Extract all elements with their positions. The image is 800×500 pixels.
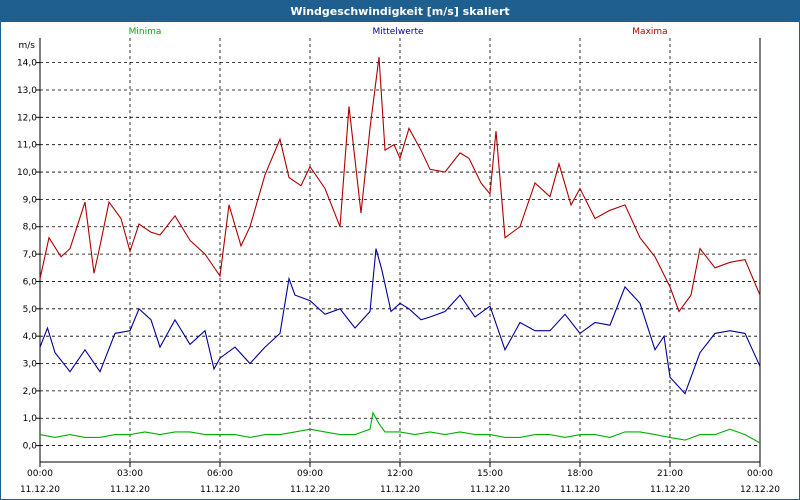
y-tick-label: 4,0 [23, 332, 38, 342]
x-tick-date-label: 11.12.20 [20, 485, 60, 495]
x-tick-time-label: 15:00 [477, 469, 503, 479]
x-tick-time-label: 03:00 [117, 469, 143, 479]
series-line-mittelwerte [39, 248, 761, 395]
y-tick-label: 5,0 [23, 305, 38, 315]
x-tick-time-label: 12:00 [387, 469, 413, 479]
y-tick-label: 8,0 [23, 223, 38, 233]
x-tick-time-label: 00:00 [747, 469, 773, 479]
y-tick-label: 13,0 [17, 86, 37, 96]
x-tick-date-label: 11.12.20 [200, 485, 240, 495]
y-tick-label: 6,0 [23, 277, 38, 287]
legend-entry-minima: Minima [129, 27, 162, 37]
y-tick-label: 9,0 [23, 195, 38, 205]
y-tick-label: 10,0 [17, 168, 37, 178]
legend-entry-maxima: Maxima [632, 27, 667, 37]
y-tick-label: 11,0 [17, 141, 37, 151]
y-axis-label: m/s [19, 41, 36, 51]
y-tick-label: 12,0 [17, 113, 37, 123]
series-lines [39, 57, 761, 444]
y-tick-label: 0,0 [23, 442, 38, 452]
y-tick-label: 3,0 [23, 360, 38, 370]
legend: Minima Mittelwerte Maxima [129, 27, 668, 37]
grid-lines [40, 38, 760, 462]
axes [36, 38, 761, 467]
x-tick-date-label: 11.12.20 [290, 485, 330, 495]
legend-entry-mittelwerte: Mittelwerte [372, 27, 423, 37]
series-line-minima [39, 411, 761, 444]
y-tick-label: 7,0 [23, 250, 38, 260]
x-tick-time-label: 09:00 [297, 469, 323, 479]
y-tick-label: 2,0 [23, 387, 38, 397]
series-line-maxima [39, 57, 761, 313]
x-tick-date-label: 11.12.20 [110, 485, 150, 495]
x-tick-date-label: 11.12.20 [650, 485, 690, 495]
x-tick-date-label: 11.12.20 [380, 485, 420, 495]
y-tick-label: 14,0 [17, 59, 37, 69]
x-tick-date-label: 12.12.20 [740, 485, 780, 495]
chart-title: Windgeschwindigkeit [m/s] skaliert [1, 1, 799, 22]
x-tick-time-label: 21:00 [657, 469, 683, 479]
x-tick-date-label: 11.12.20 [560, 485, 600, 495]
x-tick-time-label: 18:00 [567, 469, 593, 479]
tick-labels: 0,0 1,0 2,0 3,0 4,0 5,0 6,0 7,0 8,0 9,0 10,0 11,0 12… [17, 41, 780, 495]
x-tick-time-label: 06:00 [207, 469, 233, 479]
x-tick-time-label: 00:00 [27, 469, 53, 479]
y-tick-label: 1,0 [23, 414, 38, 424]
x-tick-date-label: 11.12.20 [470, 485, 510, 495]
